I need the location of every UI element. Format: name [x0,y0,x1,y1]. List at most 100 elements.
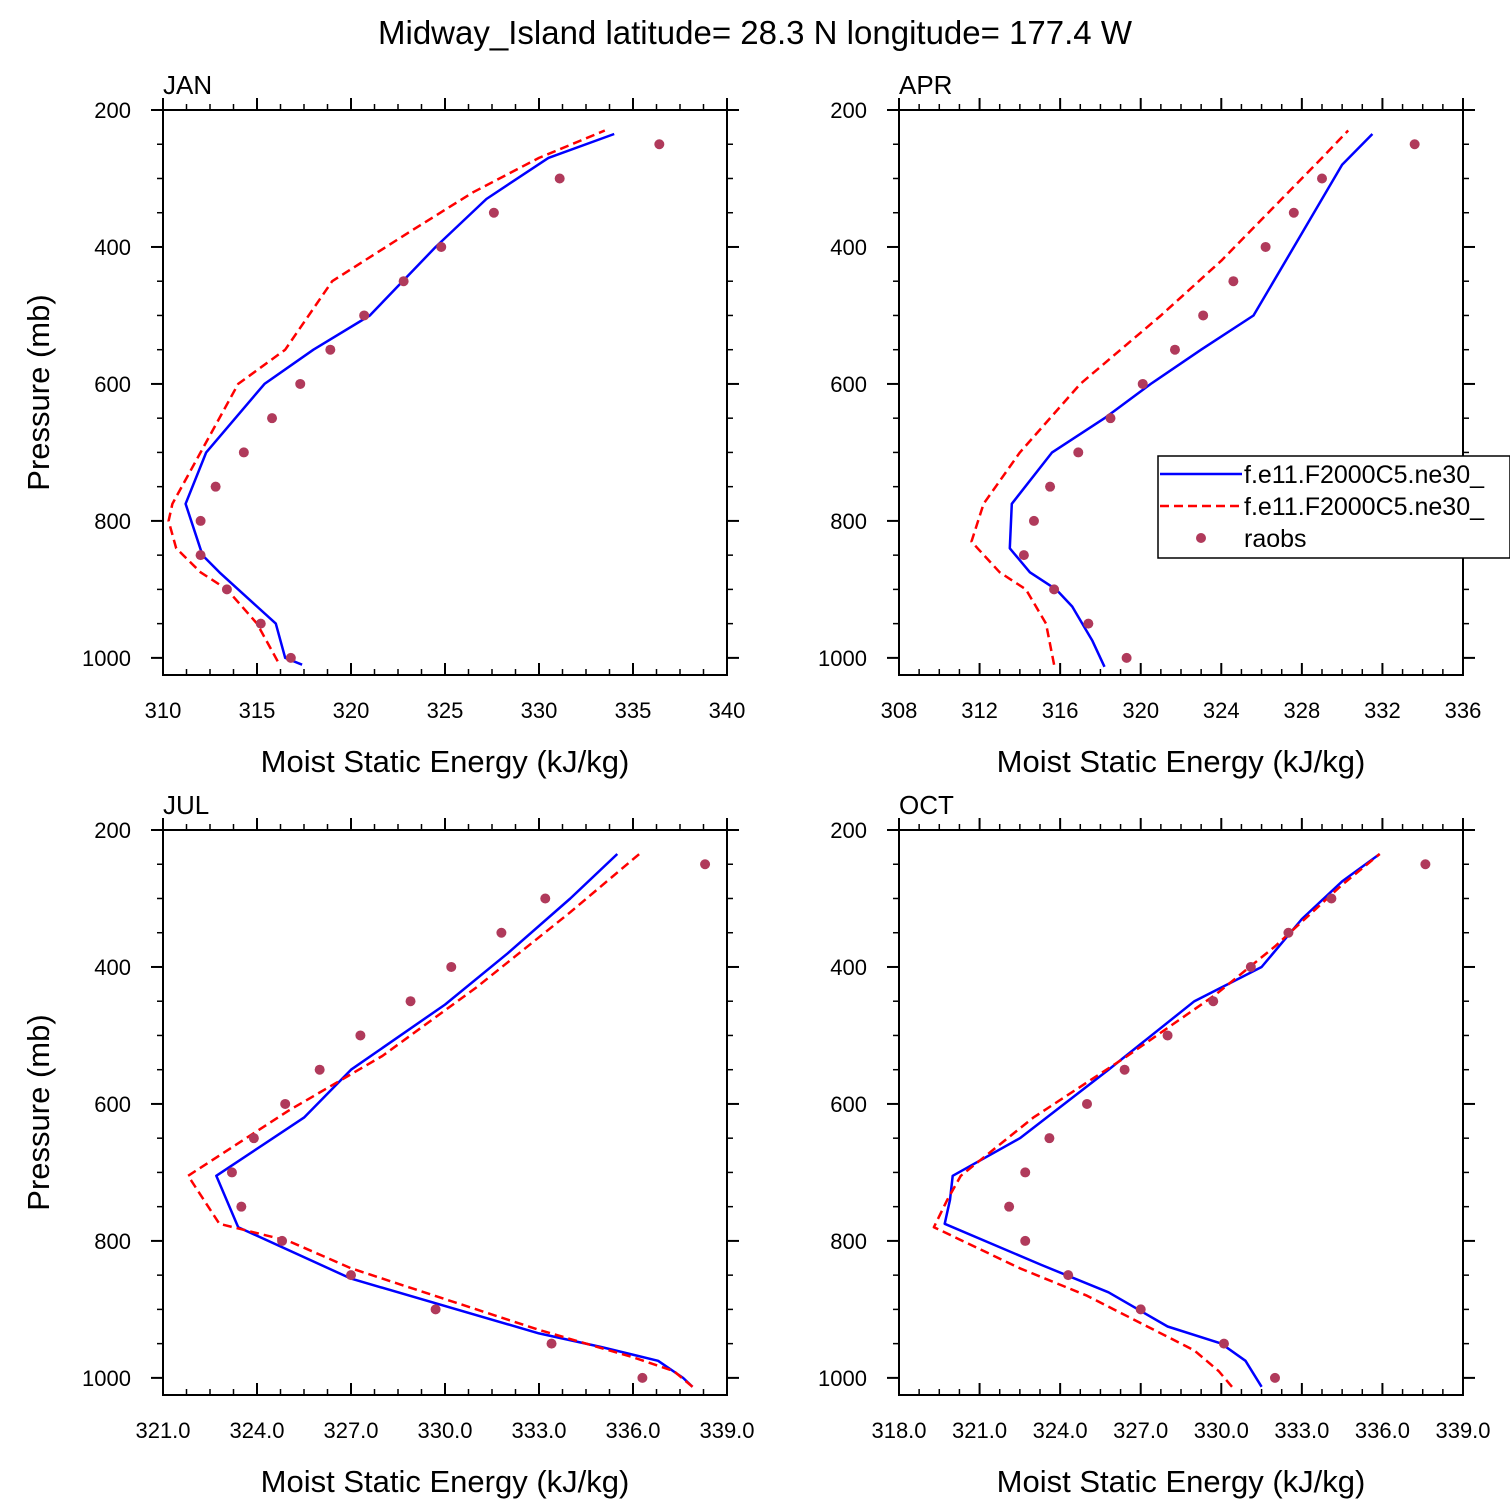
raobs-point [1018,550,1029,561]
legend-label-0: f.e11.F2000C5.ne30_ [1244,461,1485,489]
raobs-point [700,859,711,870]
raobs-point [238,447,249,458]
raobs-point [236,1201,247,1212]
raobs-point [430,1304,441,1315]
legend: f.e11.F2000C5.ne30_ f.e11.F2000C5.ne30_ … [1157,455,1510,559]
raobs-point [1082,1098,1092,1109]
raobs-point [314,1064,325,1075]
raobs-point [325,344,336,355]
x-tick-label: 324 [1203,698,1240,723]
x-tick-label: 318.0 [871,1418,926,1443]
y-tick-label: 1000 [82,1366,131,1391]
x-axis-label: Moist Static Energy (kJ/kg) [261,1464,630,1499]
raobs-point [446,961,457,972]
y-tick-label: 800 [94,509,131,534]
y-tick-label: 600 [830,1092,867,1117]
y-axis-label: Pressure (mb) [21,294,56,490]
y-tick-label: 800 [94,1229,131,1254]
raobs-point [1317,173,1327,184]
raobs-point [1073,447,1084,458]
x-tick-label: 308 [881,698,918,723]
raobs-point [346,1270,356,1281]
y-tick-label: 600 [94,372,131,397]
raobs-point [654,139,665,150]
panel-title: JAN [163,70,212,100]
y-tick-label: 600 [94,1092,131,1117]
raobs-point [1162,1030,1173,1041]
raobs-point [280,1098,291,1109]
raobs-point [1260,241,1271,252]
raobs-point [1218,1338,1229,1349]
figure-title: Midway_Island latitude= 28.3 N longitude… [378,14,1133,51]
x-tick-label: 333.0 [1274,1418,1329,1443]
x-axis-label: Moist Static Energy (kJ/kg) [997,1464,1366,1499]
raobs-point [226,1167,237,1178]
raobs-point [195,515,206,526]
raobs-point [540,893,551,904]
y-tick-label: 1000 [818,1366,867,1391]
x-axis-label: Moist Static Energy (kJ/kg) [261,744,630,779]
raobs-point [1119,1064,1130,1075]
raobs-point [267,413,278,424]
raobs-point [359,310,370,321]
raobs-point [1137,378,1148,389]
x-tick-label: 339.0 [1435,1418,1490,1443]
y-axis-label: Pressure (mb) [21,1014,56,1210]
y-tick-label: 200 [830,98,867,123]
x-tick-label: 330.0 [1194,1418,1249,1443]
raobs-point [1083,618,1094,629]
raobs-point [1326,893,1337,904]
raobs-point [295,378,306,389]
panel-jan: JAN 310 315 320 325 330 335 340 200 400 600 800 1000… [21,70,745,779]
y-tick-label: 800 [830,1229,867,1254]
raobs-point [1049,584,1060,595]
x-axis-label: Moist Static Energy (kJ/kg) [997,744,1366,779]
series-line-solid [184,132,615,666]
raobs-point [1198,310,1209,321]
raobs-point [1045,481,1056,492]
x-tick-label: 316 [1042,698,1079,723]
raobs-point [1105,413,1116,424]
raobs-point [1020,1235,1031,1246]
y-tick-label: 1000 [82,646,131,671]
series-line-dashed [186,853,694,1388]
raobs-point [1004,1201,1015,1212]
x-tick-label: 330 [521,698,558,723]
raobs-point [554,173,565,184]
legend-label-2: raobs [1244,525,1307,553]
panel-title: JUL [163,790,209,820]
raobs-point [277,1235,288,1246]
x-tick-label: 327.0 [1113,1418,1168,1443]
series-line-solid [215,853,694,1388]
raobs-point [285,652,296,663]
x-tick-label: 321.0 [952,1418,1007,1443]
x-tick-label: 336 [1445,698,1482,723]
y-tick-label: 400 [830,955,867,980]
x-tick-label: 325 [427,698,464,723]
raobs-point [248,1133,259,1144]
series-line-dashed [167,129,606,662]
raobs-point [488,207,499,218]
raobs-point [546,1338,557,1349]
series-line-dashed [970,129,1350,665]
y-tick-label: 400 [94,955,131,980]
panel-title: APR [899,70,952,100]
raobs-point [1283,927,1294,938]
raobs-point [1208,996,1219,1007]
raobs-point [1245,961,1256,972]
x-tick-label: 315 [239,698,276,723]
x-tick-label: 320 [333,698,370,723]
raobs-point [496,927,507,938]
raobs-point [1135,1304,1146,1315]
raobs-point [1409,139,1420,150]
raobs-point [1270,1372,1280,1383]
y-tick-label: 200 [94,98,131,123]
y-tick-label: 200 [94,818,131,843]
y-tick-label: 600 [830,372,867,397]
raobs-point [637,1372,648,1383]
y-tick-label: 400 [830,235,867,260]
y-tick-label: 800 [830,509,867,534]
panel-jul: JUL 321.0 324.0 327.0 330.0 333.0 336.0 339.0 20… [21,790,755,1499]
x-tick-label: 324.0 [229,1418,284,1443]
